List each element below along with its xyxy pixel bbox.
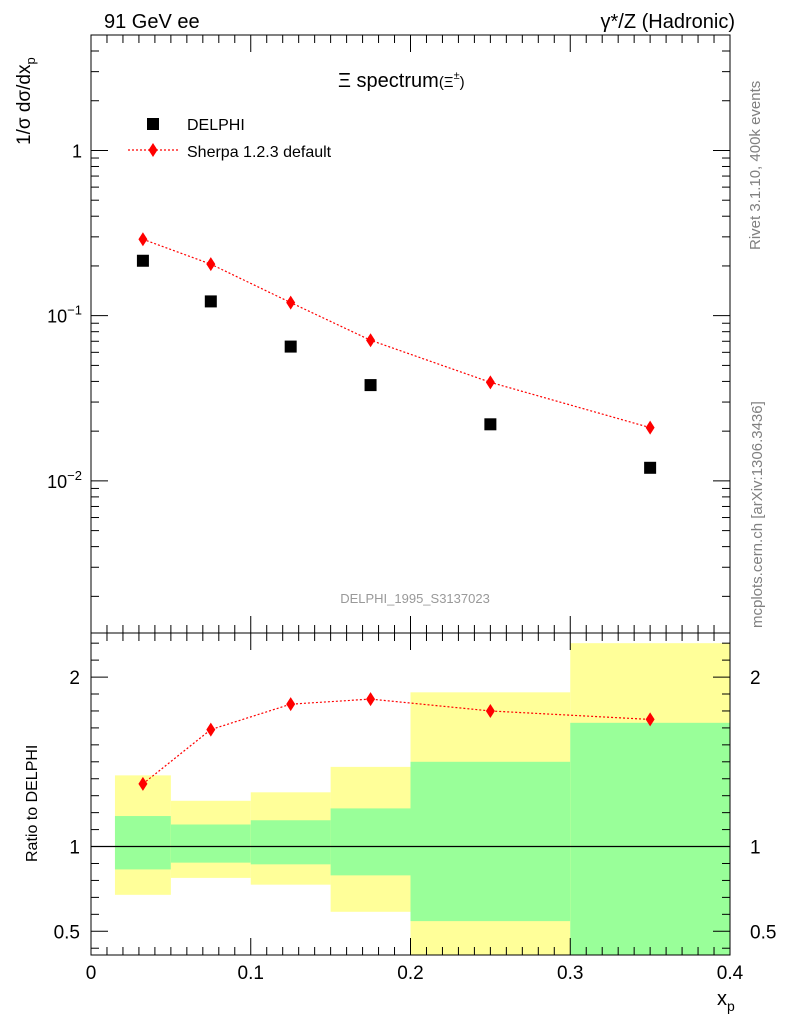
x-axis-label-sub: p <box>727 998 735 1014</box>
main-y-tick-label-base: 1 <box>72 141 82 161</box>
x-axis-label: xp <box>717 988 735 1014</box>
legend: DELPHI Sherpa 1.2.3 default <box>128 117 332 161</box>
ratio-y-label: Ratio to DELPHI <box>24 745 41 862</box>
main-title-sub: (Ξ <box>439 74 454 91</box>
data-point <box>364 379 377 392</box>
ratio-mc-point <box>286 697 296 712</box>
ratio-mc-point <box>138 776 148 791</box>
ratio-y-tick-label-left: 2 <box>69 668 80 689</box>
ratio-stat-band <box>410 761 571 922</box>
main-y-label-main: 1/σ dσ/dx <box>14 64 35 145</box>
ratio-y-tick-label-right: 2 <box>750 668 761 689</box>
mcplots-label: mcplots.cern.ch [arXiv:1306.3436] <box>749 401 766 628</box>
data-point <box>484 418 497 431</box>
main-y-tick-label: 10−1 <box>47 303 82 327</box>
x-tick-label: 0.4 <box>717 963 744 984</box>
main-title-close: ) <box>460 74 465 91</box>
data-point <box>644 461 657 474</box>
legend-mc-label: Sherpa 1.2.3 default <box>187 144 332 161</box>
ratio-y-tick-label-left: 0.5 <box>54 922 80 943</box>
x-tick-label: 0.3 <box>557 963 583 984</box>
ratio-mc-point <box>485 703 495 718</box>
header-left: 91 GeV ee <box>104 11 200 33</box>
analysis-watermark: DELPHI_1995_S3137023 <box>340 591 490 606</box>
mc-point <box>366 333 376 348</box>
x-axis-label-main: x <box>717 988 727 1010</box>
legend-data-label: DELPHI <box>187 117 245 134</box>
ratio-mc-line <box>142 698 651 785</box>
ratio-y-tick-label-right: 1 <box>750 838 761 859</box>
x-tick-label: 0.2 <box>397 963 423 984</box>
main-y-tick-label-base: 10 <box>47 307 67 327</box>
rivet-version-label: Rivet 3.1.10, 400k events <box>747 81 764 250</box>
main-y-tick-label-base: 10 <box>47 472 67 492</box>
ratio-frame <box>90 632 731 956</box>
data-point <box>284 340 297 353</box>
legend-data-marker <box>147 118 159 130</box>
main-panel: 110−110−2 Ξ spectrum(Ξ±) DELPHI Sherpa 1… <box>14 34 731 634</box>
mc-point <box>645 420 655 435</box>
ratio-y-tick-label-left: 1 <box>69 838 80 859</box>
main-y-label: 1/σ dσ/dxp <box>14 57 38 145</box>
x-tick-label: 0.1 <box>238 963 264 984</box>
ratio-stat-band <box>250 820 331 865</box>
mc-point <box>286 295 296 310</box>
main-y-tick-label: 10−2 <box>47 468 82 492</box>
data-point <box>136 254 149 267</box>
ratio-stat-band <box>170 824 251 863</box>
main-y-tick-label-exp: −2 <box>67 468 82 483</box>
main-y-tick-label-exp: −1 <box>67 303 82 318</box>
ratio-stat-band <box>114 816 171 870</box>
main-title-sup: ± <box>454 70 460 82</box>
mc-point <box>206 257 216 272</box>
ratio-mc-point <box>366 692 376 707</box>
header-right: γ*/Z (Hadronic) <box>601 11 735 33</box>
main-y-tick-label: 1 <box>72 141 82 161</box>
main-title-main: Ξ spectrum <box>338 70 439 92</box>
legend-mc-marker <box>148 143 158 157</box>
data-point <box>204 295 217 308</box>
ratio-mc-point <box>645 712 655 727</box>
main-title: Ξ spectrum(Ξ±) <box>338 70 465 92</box>
ratio-mc-point <box>206 722 216 737</box>
ratio-stat-band <box>570 722 730 955</box>
ratio-y-tick-label-right: 0.5 <box>750 922 776 943</box>
ratio-panel: 0.5 0.51 12 20 0.1 0.2 0.3 0.4 Ratio to DELPHI … <box>24 632 776 1014</box>
mc-line <box>142 238 651 429</box>
x-tick-label: 0 <box>86 963 97 984</box>
mc-point <box>138 232 148 247</box>
mc-point <box>485 375 495 390</box>
main-y-label-sub: p <box>23 57 38 64</box>
ratio-stat-band <box>330 808 411 876</box>
